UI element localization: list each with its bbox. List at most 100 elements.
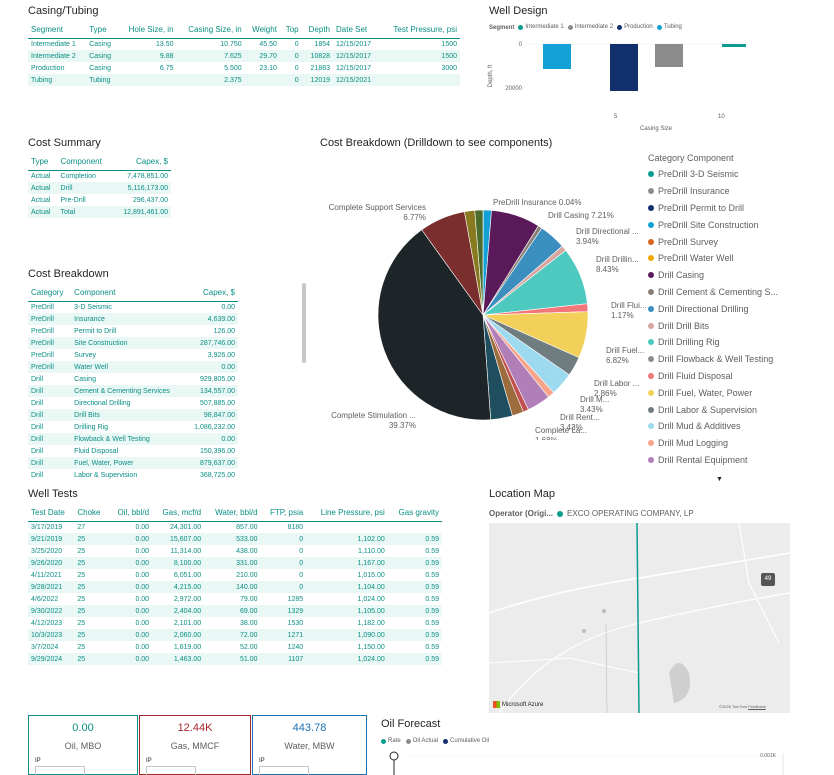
pie-slice[interactable] [377,229,492,421]
table-cell: Fuel, Water, Power [71,457,186,469]
column-header[interactable]: Date Set [336,24,368,34]
legend-dot-icon [648,288,654,295]
table-cell: 2,404.00 [152,605,205,617]
pie-legend-item[interactable]: PreDrill Survey [648,233,828,250]
table-cell: Drill [31,447,44,455]
table-row: Intermediate 2 Casing 9.88 7.625 29.70 0 10828… [28,50,460,62]
column-header[interactable]: Component [74,287,116,297]
pie-data-label: Drill Drillin... [596,255,639,264]
table-cell: Flowback & Well Testing [71,433,186,445]
pie-legend-item[interactable]: PreDrill 3-D Seismic [648,166,828,183]
feedback-link[interactable]: Feedback [748,704,766,709]
table-cell: 0.00 [135,595,150,603]
table-row: 4/11/2021 25 0.00 6,051.00 210.00 0 1,015.00 0.… [28,569,442,581]
table-cell: 2,101.00 [173,619,202,627]
legend-dot-icon [648,188,654,195]
table-cell: 0.59 [425,547,439,555]
legend-item[interactable]: Intermediate 2 [567,24,613,30]
table-cell: 1,150.00 [357,643,385,651]
table-cell: 21883 [310,64,331,72]
legend-item[interactable]: Rate [381,738,401,744]
table-cell: Labor & Supervision [74,471,138,479]
column-header[interactable]: Test Date [31,507,65,517]
column-header[interactable]: Line Pressure, psi [320,507,385,517]
pie-legend-item[interactable]: Drill Fuel, Water, Power [648,384,828,401]
water-ip-field[interactable] [259,766,309,775]
table-row: 9/30/2022 25 0.00 2,404.00 69.00 1329 1,105.00… [28,605,442,617]
table-cell: Insurance [71,313,186,325]
pie-legend-item[interactable]: Drill Casing [648,267,828,284]
table-cell: 134,557.00 [185,385,238,397]
table-cell: 9/29/2024 [28,653,75,665]
column-header[interactable]: FTP, psia [269,507,304,517]
pie-legend-item[interactable]: Drill Rental Equipment [648,452,828,469]
gas-ip-field[interactable] [146,766,196,775]
oil-value: 0.00 [72,722,94,734]
well-design-legend: Segment Intermediate 1 Intermediate 2 Prod… [489,24,686,32]
pie-legend-item[interactable]: Drill Mud & Additives [648,418,828,435]
column-header[interactable]: Component [60,156,102,166]
table-row: Actual Drill 5,116,173.00 [28,182,171,194]
column-header[interactable]: Gas gravity [398,507,439,517]
slider-handle-icon [389,751,399,761]
pie-legend-item[interactable]: PreDrill Site Construction [648,216,828,233]
column-header[interactable]: Hole Size, in [128,24,174,34]
cost-summary-title: Cost Summary [28,137,101,149]
legend-item[interactable]: Tubing [656,24,682,30]
column-header[interactable]: Top [285,24,299,34]
table-cell: 1,090.00 [306,629,388,641]
pie-legend-item[interactable]: PreDrill Permit to Drill [648,200,828,217]
oil-ip-field[interactable] [35,766,85,775]
table-cell [380,74,460,86]
table-scrollbar[interactable] [302,283,306,363]
legend-dot-icon [648,339,654,346]
table-row: 9/29/2024 25 0.00 1,463.00 51.00 1107 1,024.00… [28,653,442,665]
legend-item[interactable]: Intermediate 1 [518,24,564,30]
pie-legend-item[interactable]: Drill Mud Logging [648,435,828,452]
column-header[interactable]: Type [89,24,107,34]
bar-intermediate-1 [543,44,571,69]
column-header[interactable]: Capex, $ [135,156,168,166]
column-header[interactable]: Water, bbl/d [215,507,258,517]
pie-legend-item[interactable]: Drill Flowback & Well Testing [648,351,828,368]
pie-slice[interactable] [474,209,484,316]
table-cell: 12/15/2021 [333,74,381,86]
column-header[interactable]: Choke [77,507,101,517]
map-canvas[interactable]: 49 Microsoft Azure ©2025 TomTom Feedback [489,523,790,713]
table-cell: Fluid Disposal [74,447,119,455]
table-cell: Intermediate 1 [31,40,76,48]
chevron-down-icon[interactable]: ▼ [716,476,723,483]
table-cell: 0.59 [387,557,442,569]
column-header[interactable]: Category [31,287,64,297]
column-header[interactable]: Oil, bbl/d [117,507,150,517]
legend-item[interactable]: Production [617,24,653,30]
table-row: PreDrill Water Well 0.00 [28,361,238,373]
column-header[interactable]: Weight [252,24,277,34]
column-header[interactable]: Depth [308,24,331,34]
column-header[interactable]: Type [31,156,49,166]
pie-legend-item[interactable]: Drill Labor & Supervision [648,401,828,418]
oil-card: 0.00 Oil, MBO IP [28,715,138,775]
table-cell: 9/30/2022 [28,605,75,617]
column-header[interactable]: Gas, mcf/d [162,507,202,517]
column-header[interactable]: Capex, $ [202,287,235,297]
water-value: 443.78 [292,722,327,734]
pie-legend-item[interactable]: Drill Directional Drilling [648,300,828,317]
pie-legend-item[interactable]: Drill Drilling Rig [648,334,828,351]
pie-legend-item[interactable]: Drill Drill Bits [648,317,828,334]
pie-legend-item[interactable]: Drill Cement & Cementing S... [648,284,828,301]
column-header[interactable]: Test Pressure, psi [393,24,457,34]
pie-legend-item[interactable]: PreDrill Water Well [648,250,828,267]
table-cell: 1271 [260,629,307,641]
microsoft-logo-icon [493,701,500,708]
legend-item[interactable]: Oil Actual [405,738,438,744]
legend-item[interactable]: Cumulative Oil [443,738,489,744]
pie-legend-item[interactable]: PreDrill Insurance [648,183,828,200]
gas-value: 12.44K [177,722,213,734]
column-header[interactable]: Segment [31,24,64,34]
table-cell: 69.00 [204,605,261,617]
table-cell: Permit to Drill [74,327,117,335]
pie-legend-item[interactable]: Drill Fluid Disposal [648,368,828,385]
column-header[interactable]: Casing Size, in [188,24,242,34]
